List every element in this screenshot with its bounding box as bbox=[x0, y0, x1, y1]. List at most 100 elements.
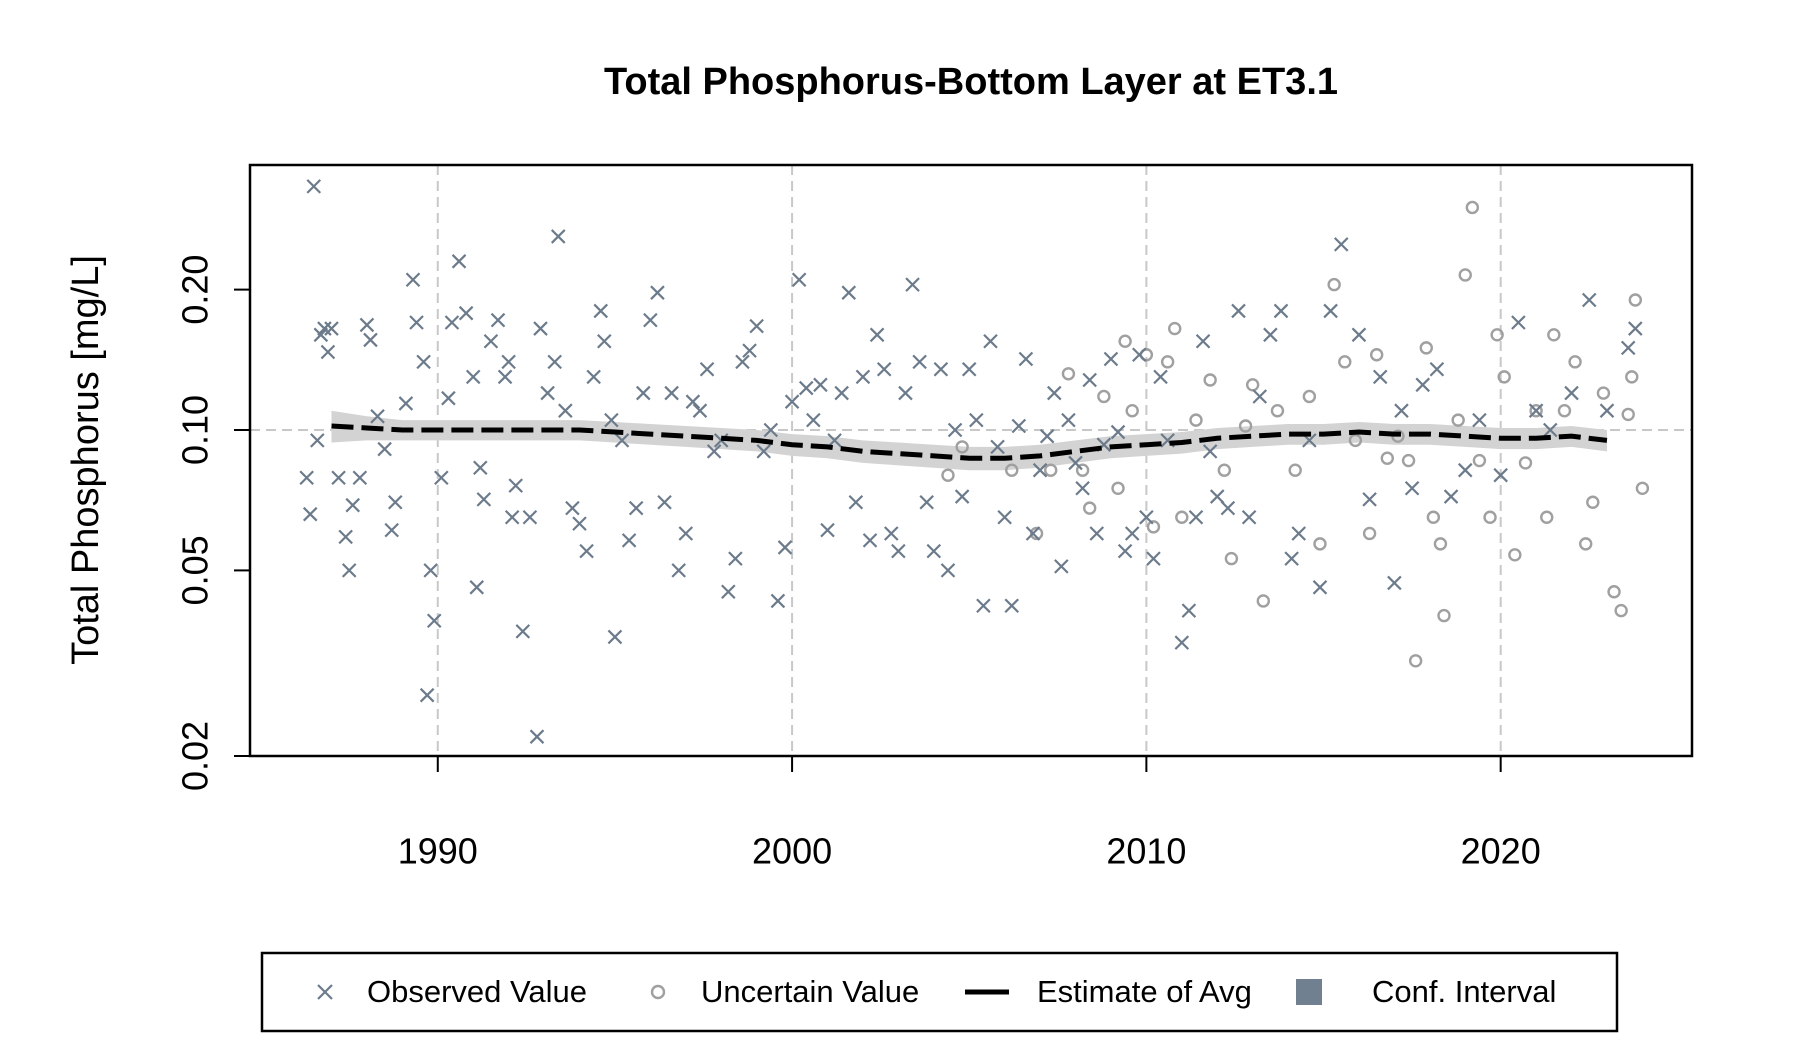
uncertain-point bbox=[1465, 200, 1480, 215]
y-tick-label: 0.05 bbox=[175, 535, 216, 605]
observed-point bbox=[990, 439, 1005, 455]
uncertain-point bbox=[1029, 526, 1044, 541]
observed-point bbox=[1333, 237, 1349, 252]
observed-point bbox=[791, 272, 807, 288]
observed-point bbox=[997, 509, 1012, 525]
observed-point bbox=[473, 460, 488, 476]
observed-point bbox=[1443, 489, 1459, 504]
uncertain-point bbox=[1238, 419, 1253, 433]
observed-point bbox=[451, 254, 467, 269]
uncertain-point bbox=[1338, 355, 1352, 369]
observed-point bbox=[387, 494, 403, 510]
observed-point bbox=[706, 444, 722, 459]
observed-point bbox=[1628, 321, 1643, 336]
observed-point bbox=[983, 333, 998, 349]
observed-point bbox=[1511, 315, 1526, 330]
observed-point bbox=[1362, 492, 1377, 507]
observed-point bbox=[1032, 462, 1048, 478]
observed-point bbox=[1220, 500, 1236, 516]
observed-point bbox=[947, 422, 963, 438]
observed-point bbox=[671, 563, 686, 578]
observed-point bbox=[1174, 635, 1190, 650]
observed-point bbox=[614, 433, 630, 448]
observed-point bbox=[1146, 551, 1161, 566]
observed-point bbox=[558, 403, 573, 418]
x-tick-label: 2000 bbox=[752, 831, 832, 872]
legend-label: Uncertain Value bbox=[701, 974, 919, 1009]
observed-point bbox=[1284, 551, 1299, 566]
uncertain-point bbox=[1490, 328, 1504, 342]
observed-point bbox=[1202, 444, 1218, 459]
observed-point bbox=[1372, 369, 1388, 385]
uncertain-point bbox=[1327, 277, 1341, 292]
observed-point bbox=[465, 369, 481, 385]
observed-point bbox=[579, 543, 594, 559]
observed-point bbox=[1054, 559, 1069, 574]
observed-point bbox=[770, 593, 786, 609]
uncertain-point bbox=[1614, 603, 1628, 618]
uncertain-point bbox=[1607, 585, 1621, 599]
observed-point bbox=[1075, 480, 1090, 496]
observed-point bbox=[1404, 480, 1420, 496]
observed-point bbox=[657, 494, 672, 510]
observed-point bbox=[784, 394, 800, 409]
observed-point bbox=[721, 584, 736, 600]
uncertain-point bbox=[1245, 378, 1260, 392]
uncertain-point bbox=[1175, 510, 1189, 524]
observed-point bbox=[735, 354, 750, 370]
observed-point bbox=[841, 285, 857, 300]
observed-point bbox=[1493, 467, 1508, 483]
observed-point bbox=[550, 229, 566, 244]
observed-point bbox=[1273, 303, 1289, 319]
observed-point bbox=[405, 272, 421, 288]
observed-point bbox=[540, 385, 555, 401]
uncertain-point bbox=[1369, 348, 1384, 362]
observed-point bbox=[434, 470, 449, 486]
uncertain-point bbox=[1518, 456, 1533, 470]
uncertain-point bbox=[1097, 389, 1111, 404]
uncertain-point bbox=[1529, 404, 1543, 418]
uncertain-point bbox=[1139, 348, 1154, 362]
observed-point bbox=[1061, 412, 1076, 428]
observed-point bbox=[1351, 327, 1367, 343]
observed-point bbox=[586, 369, 601, 385]
observed-point bbox=[359, 317, 375, 333]
observed-point bbox=[310, 433, 325, 448]
observed-point bbox=[969, 412, 984, 428]
observed-point bbox=[940, 563, 956, 578]
uncertain-point bbox=[1596, 386, 1611, 400]
observed-point bbox=[919, 494, 934, 510]
uncertain-point bbox=[1302, 389, 1317, 404]
uncertain-point bbox=[1426, 510, 1441, 524]
observed-point bbox=[1068, 455, 1083, 471]
observed-point bbox=[1387, 575, 1402, 591]
observed-point bbox=[565, 500, 580, 516]
observed-point bbox=[635, 385, 651, 401]
observed-point bbox=[597, 333, 612, 349]
trend-line bbox=[331, 423, 1608, 461]
observed-point bbox=[798, 380, 814, 396]
observed-point bbox=[363, 332, 378, 348]
uncertain-point bbox=[1288, 463, 1302, 477]
uncertain-point bbox=[1579, 537, 1593, 551]
observed-point bbox=[1429, 361, 1445, 377]
observed-point bbox=[1564, 385, 1579, 401]
observed-point bbox=[1153, 369, 1168, 385]
uncertain-point bbox=[1168, 321, 1182, 336]
observed-point bbox=[1528, 403, 1544, 418]
observed-point bbox=[1195, 333, 1211, 349]
observed-point bbox=[1312, 580, 1328, 595]
uncertain-point bbox=[1586, 495, 1600, 509]
uncertain-point bbox=[1111, 481, 1125, 495]
legend-label: Conf. Interval bbox=[1372, 974, 1556, 1009]
observed-point bbox=[685, 394, 701, 409]
uncertain-point bbox=[1061, 367, 1076, 381]
uncertain-point bbox=[955, 440, 969, 454]
observed-point bbox=[1620, 340, 1636, 356]
observed-point bbox=[306, 179, 322, 194]
observed-point bbox=[370, 409, 385, 424]
observed-point bbox=[1252, 389, 1268, 404]
observed-point bbox=[508, 478, 524, 493]
